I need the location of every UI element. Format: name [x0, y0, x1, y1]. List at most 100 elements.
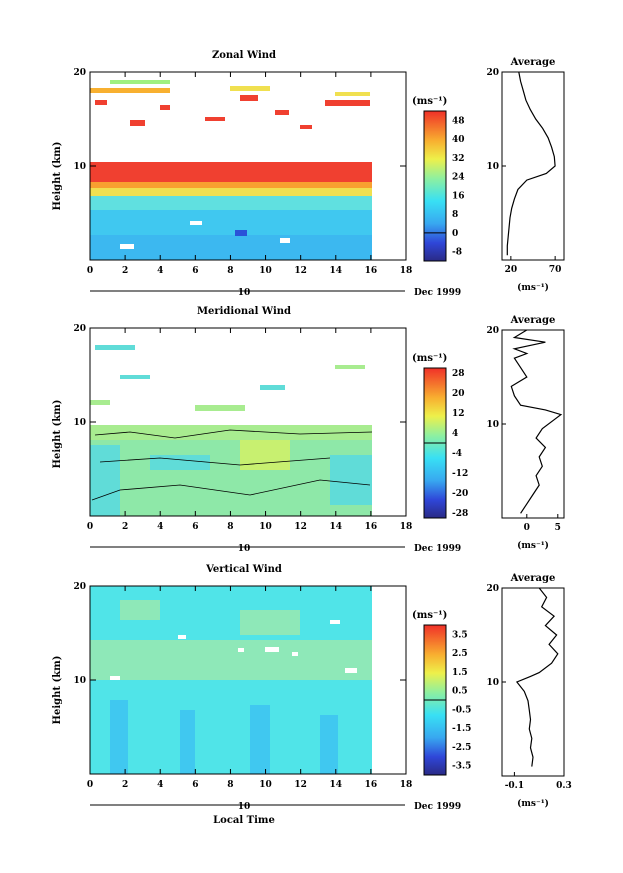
profile-x-label: (ms⁻¹)	[517, 798, 549, 809]
x-tick-label: 18	[400, 780, 413, 790]
x-tick-label: 16	[365, 266, 378, 276]
x-tick-label: 12	[294, 266, 307, 276]
colorbar-tick-label: 40	[452, 135, 465, 145]
x-tick-label: 8	[227, 780, 233, 790]
colorbar-tick-label: -3.5	[452, 762, 471, 772]
profile-axes: 20 70 10 20	[486, 68, 561, 275]
colorbar-tick-label: -12	[452, 469, 468, 479]
profile-x-tick-label: -0.1	[505, 781, 524, 791]
colorbar-tick-label: 24	[452, 173, 465, 183]
colorbar-tick-label: -20	[452, 489, 468, 499]
colorbar: (ms⁻¹) 48 40 32 24 16 8 0 -8	[412, 96, 465, 262]
date-label: Dec 1999	[414, 288, 461, 298]
colorbar-tick-label: 1.5	[452, 668, 468, 678]
profile-y-tick-label: 10	[486, 162, 499, 172]
x-tick-label: 16	[365, 780, 378, 790]
colorbar-ticks: 28 20 12 4 -4 -12 -20 -28	[424, 369, 468, 519]
x-tick-label: 2	[122, 266, 128, 276]
y-tick-label: 10	[73, 418, 86, 428]
x-axis: 0 2 4 6 8 10 12 14 16 18	[87, 72, 412, 276]
profile-title: Average	[510, 315, 556, 326]
colorbar-tick-label: 0	[452, 229, 458, 239]
y-axis: 10 20	[73, 68, 406, 172]
y-axis-label: Height (km)	[52, 400, 63, 469]
heatmap-area	[90, 72, 406, 260]
x-tick-label: 6	[192, 780, 198, 790]
profile-panel: Average -0.1 0.3 10 20 (ms⁻¹)	[486, 573, 571, 809]
profile-x-tick-label: 0	[524, 523, 530, 533]
y-tick-label: 20	[73, 582, 86, 592]
profile-title: Average	[510, 57, 556, 68]
x-tick-label: 2	[122, 780, 128, 790]
x-tick-label: 10	[259, 522, 272, 532]
panel-title: Zonal Wind	[212, 50, 276, 61]
day-label: 10	[238, 288, 251, 298]
colorbar-tick-label: 48	[452, 116, 465, 126]
colorbar-ticks: 48 40 32 24 16 8 0 -8	[424, 116, 465, 258]
profile-y-tick-label: 20	[486, 326, 499, 336]
profile-panel: Average 20 70 10 20 (ms⁻¹)	[486, 57, 565, 293]
x-tick-label: 8	[227, 266, 233, 276]
y-axis: 10 20	[73, 324, 406, 428]
colorbar: (ms⁻¹) 3.5 2.5 1.5 0.5 -0.5 -1.5 -2.5 -3.5	[412, 610, 471, 776]
colorbar-tick-label: 28	[452, 369, 465, 379]
colorbar-unit: (ms⁻¹)	[412, 610, 447, 621]
profile-line	[506, 71, 556, 256]
day-label: 10	[238, 544, 251, 554]
x-tick-label: 12	[294, 780, 307, 790]
y-tick-label: 10	[73, 162, 86, 172]
colorbar-tick-label: 20	[452, 389, 465, 399]
heatmap-area	[90, 328, 406, 516]
x-tick-label: 0	[87, 522, 93, 532]
date-bar: 10 Dec 1999	[90, 288, 461, 298]
panel-title: Vertical Wind	[205, 564, 282, 575]
x-tick-label: 14	[330, 780, 343, 790]
colorbar: (ms⁻¹) 28 20 12 4 -4 -12 -20 -28	[412, 353, 468, 519]
y-axis: 10 20	[73, 582, 406, 686]
x-tick-label: 18	[400, 266, 413, 276]
profile-line	[515, 587, 559, 767]
date-label: Dec 1999	[414, 802, 461, 812]
profile-x-label: (ms⁻¹)	[517, 282, 549, 293]
profile-x-tick-label: 0.3	[556, 781, 572, 791]
colorbar-tick-label: 0.5	[452, 687, 468, 697]
x-axis: 0 2 4 6 8 10 12 14 16 18	[87, 328, 412, 532]
colorbar-tick-label: 32	[452, 154, 465, 164]
colorbar-tick-label: 3.5	[452, 630, 468, 640]
profile-x-tick-label: 5	[555, 523, 561, 533]
colorbar-tick-label: -0.5	[452, 705, 471, 715]
profile-x-label: (ms⁻¹)	[517, 540, 549, 551]
colorbar-tick-label: 2.5	[452, 649, 468, 659]
x-tick-label: 6	[192, 266, 198, 276]
date-label: Dec 1999	[414, 544, 461, 554]
colorbar-unit: (ms⁻¹)	[412, 353, 447, 364]
colorbar-tick-label: -4	[452, 449, 462, 459]
y-tick-label: 10	[73, 676, 86, 686]
profile-y-tick-label: 10	[486, 678, 499, 688]
colorbar-tick-label: -8	[452, 248, 462, 258]
heatmap-area	[90, 586, 406, 774]
profile-x-tick-label: 70	[549, 265, 562, 275]
y-axis-label: Height (km)	[52, 142, 63, 211]
x-tick-label: 10	[259, 780, 272, 790]
date-bar: 10 Dec 1999	[90, 544, 461, 554]
colorbar-tick-label: -28	[452, 509, 468, 519]
x-tick-label: 16	[365, 522, 378, 532]
colorbar-tick-label: -2.5	[452, 743, 471, 753]
x-axis-label: Local Time	[213, 815, 275, 826]
colorbar-tick-label: 16	[452, 191, 465, 201]
panel-title: Meridional Wind	[197, 306, 291, 317]
x-tick-label: 18	[400, 522, 413, 532]
colorbar-tick-label: 4	[452, 429, 458, 439]
colorbar-unit: (ms⁻¹)	[412, 96, 447, 107]
x-axis: 0 2 4 6 8 10 12 14 16 18	[87, 586, 412, 790]
y-tick-label: 20	[73, 68, 86, 78]
profile-axes: 0 5 10 20	[486, 326, 560, 533]
colorbar-tick-label: -1.5	[452, 724, 471, 734]
colorbar-tick-label: 8	[452, 210, 458, 220]
profile-y-tick-label: 10	[486, 420, 499, 430]
y-tick-label: 20	[73, 324, 86, 334]
x-tick-label: 10	[259, 266, 272, 276]
x-tick-label: 4	[157, 266, 163, 276]
